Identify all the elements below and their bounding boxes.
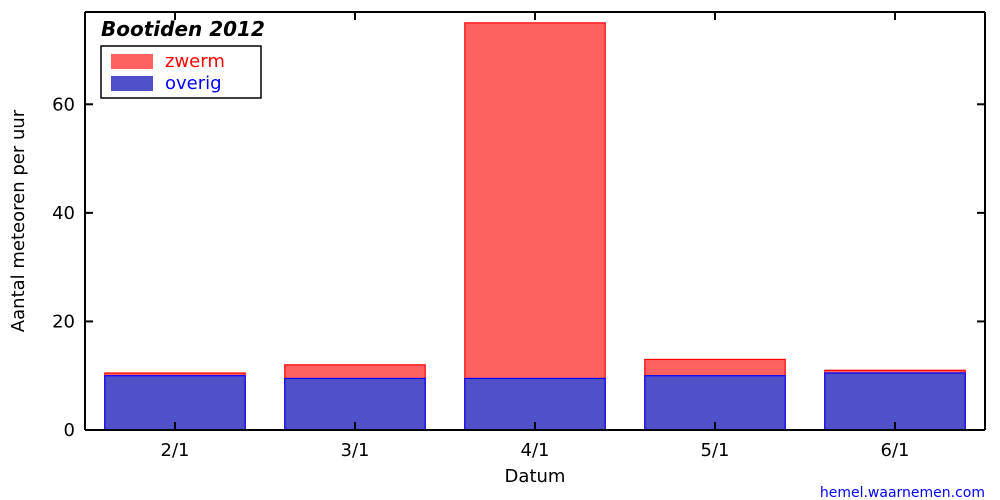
legend-swatch-overig (111, 76, 153, 91)
ytick-label: 0 (64, 420, 75, 441)
y-axis-label: Aantal meteoren per uur (8, 109, 29, 332)
bar-overig-4 (825, 373, 965, 430)
bar-overig-0 (105, 376, 245, 430)
xtick-label: 5/1 (701, 440, 730, 461)
meteor-bar-chart: 0 20 40 60 2/1 3/1 4/1 5/1 6/1 Datum Aantal meteor… (0, 0, 1000, 500)
bar-overig-3 (645, 376, 785, 430)
chart-title: Bootiden 2012 (101, 17, 265, 41)
legend-swatch-zwerm (111, 54, 153, 69)
legend: zwermoverig (101, 46, 261, 98)
x-axis-label: Datum (505, 466, 566, 487)
ytick-label: 40 (52, 203, 75, 224)
bar-zwerm-2 (465, 23, 605, 430)
legend-label-overig: overig (165, 73, 222, 94)
ytick-label: 20 (52, 311, 75, 332)
xtick-label: 6/1 (881, 440, 910, 461)
xtick-label: 2/1 (161, 440, 190, 461)
ytick-label: 60 (52, 94, 75, 115)
legend-label-zwerm: zwerm (165, 51, 225, 72)
xtick-label: 3/1 (341, 440, 370, 461)
xtick-label: 4/1 (521, 440, 550, 461)
credit-link[interactable]: hemel.waarnemen.com (820, 485, 985, 500)
